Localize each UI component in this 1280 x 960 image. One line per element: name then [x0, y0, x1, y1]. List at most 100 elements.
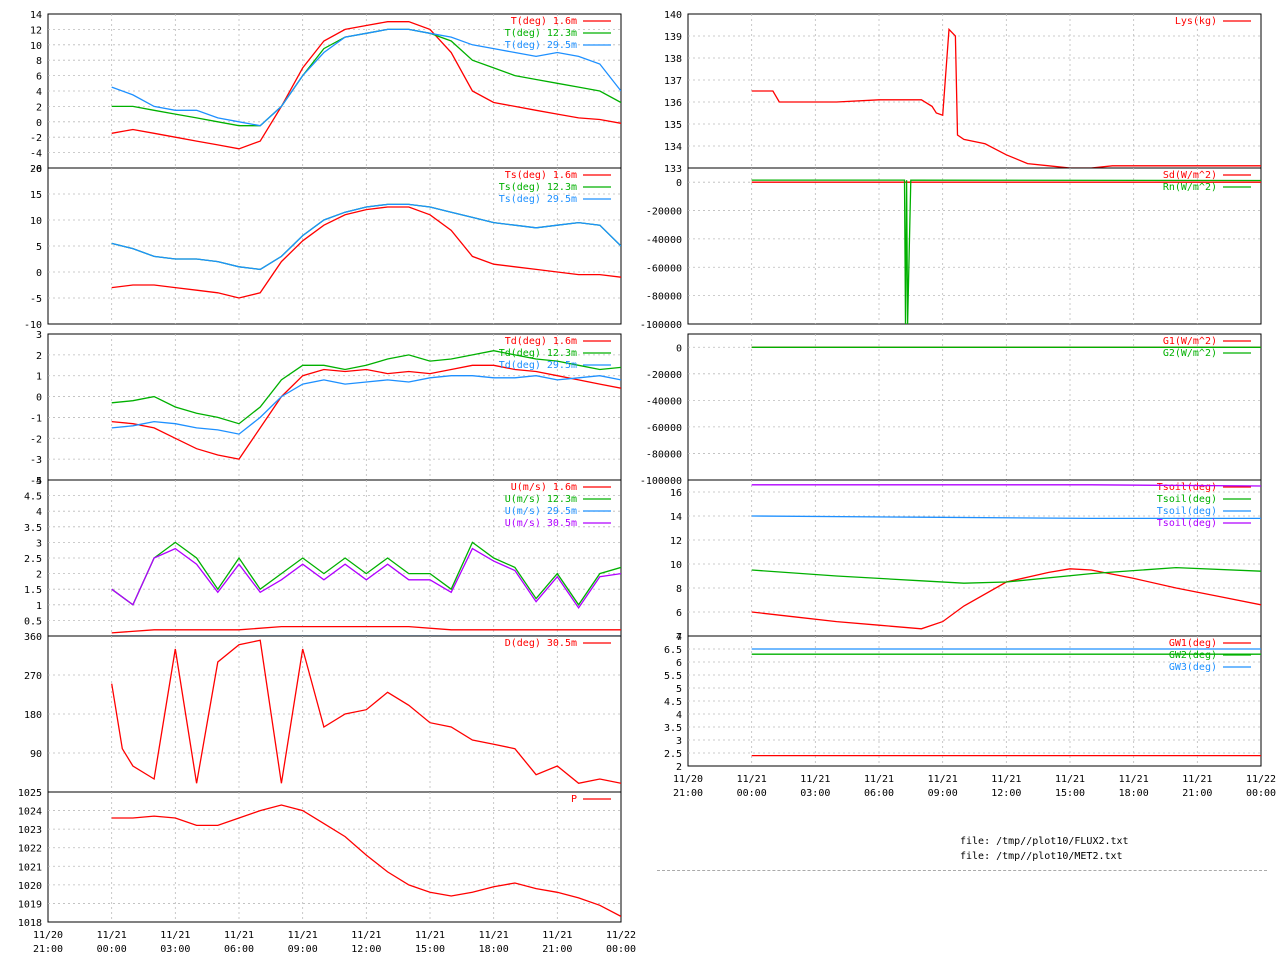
y-tick-label: -4 — [30, 476, 42, 487]
y-tick-label: 138 — [664, 54, 682, 65]
panel-ground-water: 2 2.5 3 3.5 4 4.5 5 5.5 6 6.5 7 GW1(deg)GW2(deg)GW3… — [664, 632, 1262, 773]
y-tick-label: 0 — [676, 343, 682, 354]
y-tick-label: -20000 — [646, 207, 682, 218]
y-tick-label: -60000 — [646, 423, 682, 434]
y-tick-label: 10 — [30, 216, 42, 227]
x-tick-label-time: 03:00 — [160, 944, 190, 955]
y-tick-label: 5.5 — [664, 671, 682, 682]
panel-lysimeter: 133 134 135 136 137 138 139 140 Lys(kg) — [664, 10, 1262, 175]
x-tick-label-date: 11/21 — [542, 930, 572, 941]
y-tick-label: 2 — [676, 762, 682, 773]
y-tick-label: 135 — [664, 120, 682, 131]
y-tick-label: -5 — [30, 294, 42, 305]
y-tick-label: 1020 — [18, 881, 42, 892]
y-tick-label: 360 — [24, 632, 42, 643]
series-line-radiation-1 — [751, 179, 1261, 324]
legend-entry: Td(deg) 12.3m — [499, 348, 577, 359]
file-list: file: /tmp//plot10/FLUX2.txt file: /tmp/… — [960, 834, 1129, 864]
legend-entry: Ts(deg) 1.6m — [505, 170, 577, 181]
y-tick-label: -100000 — [640, 476, 682, 487]
x-tick-label-time: 15:00 — [1055, 788, 1085, 799]
legend-entry: G2(W/m^2) — [1163, 348, 1217, 359]
series-line-soil-temp-2 — [751, 515, 1261, 520]
plot-frame — [687, 13, 1262, 169]
x-tick-label-time: 06:00 — [224, 944, 254, 955]
y-tick-label: -20000 — [646, 370, 682, 381]
y-tick-label: 1022 — [18, 844, 42, 855]
y-tick-label: 2.5 — [664, 749, 682, 760]
legend-entry: Lys(kg) — [1175, 16, 1217, 27]
y-tick-label: 3.5 — [664, 723, 682, 734]
x-tick-label-time: 00:00 — [1246, 788, 1276, 799]
legend-entry: Tsoil(deg) — [1157, 494, 1217, 505]
y-tick-label: 137 — [664, 76, 682, 87]
legend-entry: G1(W/m^2) — [1163, 336, 1217, 347]
y-tick-label: 4 — [676, 710, 682, 721]
legend-entry: T(deg) 1.6m — [511, 16, 577, 27]
y-tick-label: 0 — [36, 393, 42, 404]
y-tick-label: 2 — [36, 570, 42, 581]
y-tick-label: -2 — [30, 133, 42, 144]
x-tick-label-time: 21:00 — [33, 944, 63, 955]
series-line-wind-speed-1 — [111, 541, 621, 606]
legend-entry: Td(deg) 29.5m — [499, 360, 577, 371]
legend-entry: Sd(W/m^2) — [1163, 170, 1217, 181]
legend-entry: Td(deg) 1.6m — [505, 336, 577, 347]
y-tick-label: 270 — [24, 671, 42, 682]
series-line-pressure-0 — [111, 804, 621, 917]
x-tick-label-date: 11/21 — [160, 930, 190, 941]
y-tick-label: 2 — [36, 351, 42, 362]
y-tick-label: -4 — [30, 149, 42, 160]
y-tick-label: 4.5 — [24, 492, 42, 503]
y-tick-label: 1 — [36, 601, 42, 612]
series-line-dewpoint-1 — [111, 350, 621, 425]
x-tick-label-date: 11/22 — [1246, 774, 1276, 785]
x-tick-label-date: 11/21 — [800, 774, 830, 785]
legend-entry: U(m/s) 30.5m — [505, 518, 577, 529]
panel-soil-heat: -100000 -80000 -60000 -40000 -20000 0 G1(W/m^2… — [640, 333, 1262, 487]
legend-entry: U(m/s) 12.3m — [505, 494, 577, 505]
x-tick-label-date: 11/21 — [1119, 774, 1149, 785]
legend-entry: T(deg) 12.3m — [505, 28, 577, 39]
y-tick-label: 4 — [36, 507, 42, 518]
panel-air-temp: -6 -4 -2 0 2 4 6 8 10 12 14 T(deg) 1.6mT(deg) 12.3m… — [30, 10, 622, 175]
x-tick-label-time: 21:00 — [673, 788, 703, 799]
y-tick-label: 2 — [36, 102, 42, 113]
series-line-soil-temp-3 — [751, 484, 1261, 487]
panel-wind-dir: 90 180 270 360 D(deg) 30.5m — [24, 632, 622, 793]
x-tick-label-time: 00:00 — [737, 788, 767, 799]
x-tick-label-time: 00:00 — [606, 944, 636, 955]
x-tick-label-time: 18:00 — [1119, 788, 1149, 799]
legend-entry: Tsoil(deg) — [1157, 518, 1217, 529]
series-line-lysimeter-0 — [751, 27, 1261, 168]
x-tick-label-date: 11/21 — [1182, 774, 1212, 785]
y-tick-label: 6.5 — [664, 645, 682, 656]
y-tick-label: 5 — [36, 242, 42, 253]
x-tick-label-date: 11/22 — [606, 930, 636, 941]
y-tick-label: 4 — [36, 87, 42, 98]
x-tick-label-date: 11/21 — [415, 930, 445, 941]
y-tick-label: 6 — [676, 608, 682, 619]
legend-entry: U(m/s) 1.6m — [511, 482, 577, 493]
y-tick-label: 7 — [676, 632, 682, 643]
y-tick-label: -80000 — [646, 292, 682, 303]
y-tick-label: 14 — [670, 512, 682, 523]
y-tick-label: 3 — [36, 538, 42, 549]
legend-entry: P — [571, 794, 577, 805]
y-tick-label: 8 — [676, 584, 682, 595]
y-tick-label: 8 — [36, 56, 42, 67]
panel-radiation: -100000 -80000 -60000 -40000 -20000 0 Sd(W/m^2… — [640, 167, 1262, 331]
y-tick-label: -80000 — [646, 449, 682, 460]
plot-frame — [687, 167, 1262, 325]
y-tick-label: 6 — [36, 72, 42, 83]
legend-entry: GW3(deg) — [1169, 662, 1217, 673]
y-tick-label: -40000 — [646, 396, 682, 407]
y-tick-label: 6 — [676, 658, 682, 669]
legend-entry: D(deg) 30.5m — [505, 638, 577, 649]
series-line-wind-speed-0 — [111, 625, 621, 634]
y-tick-label: 0 — [36, 118, 42, 129]
y-tick-label: 3.5 — [24, 523, 42, 534]
